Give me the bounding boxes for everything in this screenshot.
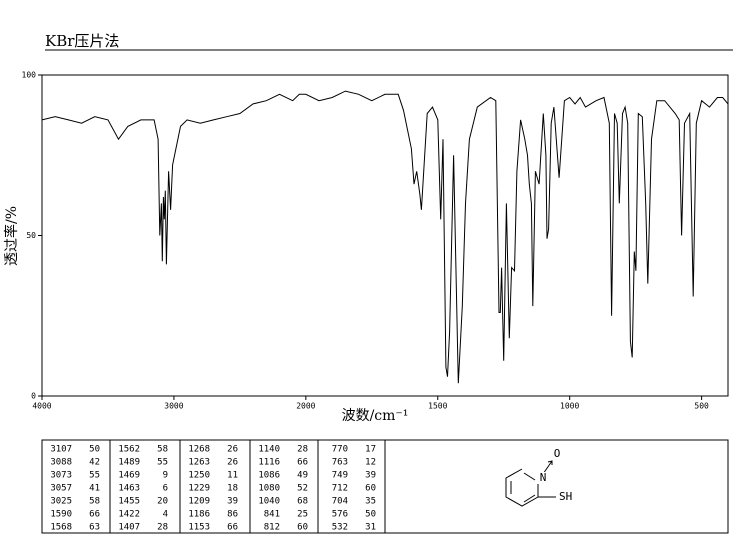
peak-transmittance: 25 bbox=[297, 510, 308, 520]
arrow-head bbox=[547, 460, 553, 465]
peak-wavenumber: 3073 bbox=[50, 471, 72, 481]
peak-wavenumber: 749 bbox=[332, 471, 348, 481]
peak-wavenumber: 1407 bbox=[118, 523, 140, 533]
peak-wavenumber: 841 bbox=[264, 510, 280, 520]
peak-wavenumber: 1422 bbox=[118, 510, 140, 520]
peak-transmittance: 20 bbox=[157, 497, 168, 507]
peak-transmittance: 60 bbox=[365, 484, 376, 494]
x-tick-label: 1500 bbox=[428, 402, 447, 411]
peak-wavenumber: 3057 bbox=[50, 484, 72, 494]
peak-transmittance: 55 bbox=[89, 471, 100, 481]
peak-wavenumber: 1229 bbox=[188, 484, 210, 494]
peak-transmittance: 28 bbox=[157, 523, 168, 533]
atom-label: O bbox=[554, 447, 561, 460]
peak-wavenumber: 812 bbox=[264, 523, 280, 533]
peak-transmittance: 17 bbox=[365, 445, 376, 455]
peak-wavenumber: 1489 bbox=[118, 458, 140, 468]
chart-title: KBr压片法 bbox=[45, 32, 119, 50]
peak-wavenumber: 1209 bbox=[188, 497, 210, 507]
peak-transmittance: 41 bbox=[89, 484, 100, 494]
y-tick-label: 50 bbox=[26, 231, 36, 240]
peak-transmittance: 86 bbox=[227, 510, 238, 520]
peak-wavenumber: 763 bbox=[332, 458, 348, 468]
peak-wavenumber: 704 bbox=[332, 497, 348, 507]
n-bg bbox=[537, 472, 549, 484]
peak-transmittance: 26 bbox=[227, 445, 238, 455]
peak-transmittance: 58 bbox=[89, 497, 100, 507]
peak-transmittance: 63 bbox=[89, 523, 100, 533]
peak-transmittance: 4 bbox=[163, 510, 168, 520]
ring bbox=[505, 468, 539, 507]
peak-transmittance: 12 bbox=[365, 458, 376, 468]
peak-wavenumber: 1562 bbox=[118, 445, 140, 455]
peak-transmittance: 66 bbox=[89, 510, 100, 520]
peak-wavenumber: 1263 bbox=[188, 458, 210, 468]
double-bond bbox=[523, 494, 536, 503]
x-tick-label: 3000 bbox=[164, 402, 183, 411]
y-axis-label: 透过率/% bbox=[3, 206, 20, 266]
peak-wavenumber: 1080 bbox=[258, 484, 280, 494]
peak-wavenumber: 1568 bbox=[50, 523, 72, 533]
peak-wavenumber: 1268 bbox=[188, 445, 210, 455]
peak-transmittance: 28 bbox=[297, 445, 308, 455]
peak-transmittance: 18 bbox=[227, 484, 238, 494]
peak-wavenumber: 1590 bbox=[50, 510, 72, 520]
peak-transmittance: 35 bbox=[365, 497, 376, 507]
x-tick-label: 4000 bbox=[32, 402, 51, 411]
peak-transmittance: 42 bbox=[89, 458, 100, 468]
spectrum-line bbox=[41, 90, 729, 384]
peak-transmittance: 50 bbox=[365, 510, 376, 520]
double-bond bbox=[523, 472, 536, 481]
atom-label: N bbox=[540, 471, 547, 484]
peak-wavenumber: 1086 bbox=[258, 471, 280, 481]
plot-frame bbox=[41, 74, 729, 397]
peak-wavenumber: 3088 bbox=[50, 458, 72, 468]
peak-wavenumber: 3025 bbox=[50, 497, 72, 507]
peak-transmittance: 66 bbox=[227, 523, 238, 533]
peak-transmittance: 6 bbox=[163, 484, 168, 494]
peak-transmittance: 66 bbox=[297, 458, 308, 468]
peak-transmittance: 39 bbox=[365, 471, 376, 481]
peak-wavenumber: 576 bbox=[332, 510, 348, 520]
peak-transmittance: 55 bbox=[157, 458, 168, 468]
peak-wavenumber: 1040 bbox=[258, 497, 280, 507]
peak-transmittance: 50 bbox=[89, 445, 100, 455]
peak-transmittance: 60 bbox=[297, 523, 308, 533]
peak-wavenumber: 1455 bbox=[118, 497, 140, 507]
y-tick-label: 0 bbox=[31, 392, 36, 401]
peak-wavenumber: 1140 bbox=[258, 445, 280, 455]
peak-wavenumber: 712 bbox=[332, 484, 348, 494]
x-tick-label: 2000 bbox=[296, 402, 315, 411]
peak-wavenumber: 1153 bbox=[188, 523, 210, 533]
peak-transmittance: 26 bbox=[227, 458, 238, 468]
peak-wavenumber: 1469 bbox=[118, 471, 140, 481]
peak-transmittance: 58 bbox=[157, 445, 168, 455]
peak-transmittance: 52 bbox=[297, 484, 308, 494]
y-tick-label: 100 bbox=[22, 71, 37, 80]
peak-transmittance: 11 bbox=[227, 471, 238, 481]
peak-wavenumber: 532 bbox=[332, 523, 348, 533]
atom-label: SH bbox=[559, 490, 572, 503]
x-tick-label: 1000 bbox=[560, 402, 579, 411]
peak-transmittance: 9 bbox=[163, 471, 168, 481]
peak-transmittance: 68 bbox=[297, 497, 308, 507]
peak-wavenumber: 1250 bbox=[188, 471, 210, 481]
peak-wavenumber: 3107 bbox=[50, 445, 72, 455]
peak-transmittance: 39 bbox=[227, 497, 238, 507]
peak-wavenumber: 1186 bbox=[188, 510, 210, 520]
structure bbox=[505, 460, 556, 507]
peak-wavenumber: 770 bbox=[332, 445, 348, 455]
peak-wavenumber: 1463 bbox=[118, 484, 140, 494]
x-tick-label: 500 bbox=[694, 402, 709, 411]
peak-transmittance: 49 bbox=[297, 471, 308, 481]
n-oxide-arrow bbox=[542, 460, 553, 475]
x-axis-label: 波数/cm⁻¹ bbox=[342, 408, 409, 424]
peak-wavenumber: 1116 bbox=[258, 458, 280, 468]
peak-transmittance: 31 bbox=[365, 523, 376, 533]
